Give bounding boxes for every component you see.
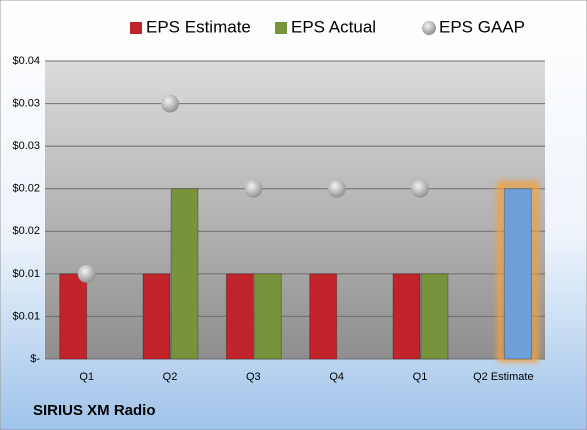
bar [225, 273, 254, 360]
bar [59, 273, 88, 360]
y-tick-label: $0.03 [12, 97, 40, 109]
x-tick-label: Q2 Estimate [473, 371, 534, 383]
bar [392, 273, 421, 360]
legend-label: EPS Actual [291, 17, 376, 36]
x-tick-label: Q1 [413, 371, 428, 383]
y-tick-label: $0.01 [12, 268, 40, 280]
bar [309, 273, 338, 360]
gaap-point [161, 94, 179, 113]
bar [503, 188, 532, 360]
y-tick-label: $- [30, 353, 40, 365]
x-tick-label: Q4 [329, 371, 344, 383]
legend-label: EPS GAAP [439, 17, 525, 36]
legend-marker [422, 21, 436, 35]
y-tick-label: $0.04 [12, 55, 40, 67]
x-tick-label: Q3 [246, 371, 261, 383]
x-tick-label: Q1 [79, 371, 94, 383]
legend-marker [130, 22, 142, 34]
y-tick-label: $0.03 [12, 140, 40, 152]
bar [142, 273, 171, 360]
legend-label: EPS Estimate [146, 17, 251, 36]
x-tick-label: Q2 [163, 371, 178, 383]
chart-title: SIRIUS XM Radio [33, 402, 156, 419]
gaap-point [244, 179, 263, 198]
y-tick-label: $0.02 [12, 225, 40, 237]
bar [420, 273, 449, 360]
legend-marker [275, 22, 287, 34]
y-tick-label: $0.02 [12, 183, 40, 195]
y-tick-label: $0.01 [12, 310, 40, 322]
gaap-point [77, 264, 96, 283]
bar [253, 273, 282, 360]
gaap-point [411, 179, 429, 198]
plot-area [45, 61, 545, 359]
bar [170, 188, 199, 360]
gaap-point [327, 179, 346, 198]
